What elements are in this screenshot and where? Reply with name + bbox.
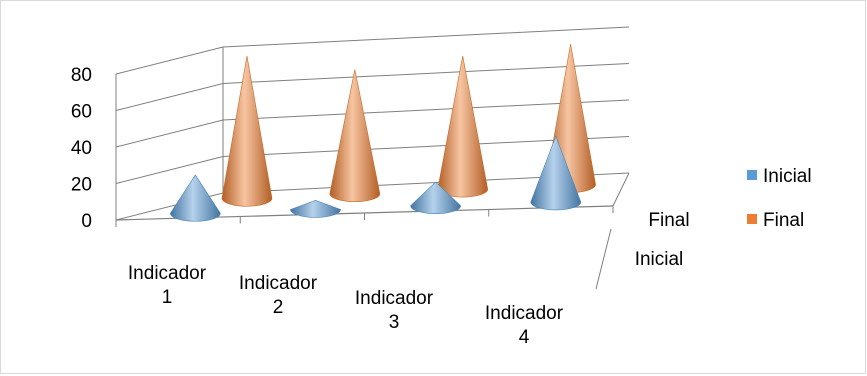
- gridline-80: [115, 26, 630, 75]
- floor-right-edge: [612, 172, 630, 207]
- cone-final-indicador-3: [437, 55, 489, 198]
- cone-final-indicador-1: [221, 55, 273, 207]
- y-tick-label-40: 40: [71, 138, 92, 159]
- depth-axis-line: [595, 228, 612, 290]
- gridline-20: [115, 136, 630, 184]
- depth-axis-labels: Inicial Final: [635, 210, 690, 270]
- depth-label-final: Final: [648, 210, 689, 231]
- cone-inicial-indicador-1: [170, 174, 221, 222]
- category-label-1: Indicador 1: [128, 263, 207, 308]
- y-tick-label-60: 60: [71, 102, 92, 123]
- cone-final-indicador-2: [329, 69, 381, 202]
- data-cones: [170, 43, 596, 222]
- depth-label-inicial: Inicial: [635, 249, 684, 270]
- y-axis-tick-labels: 0 20 40 60 80: [71, 65, 92, 232]
- legend-label-inicial: Inicial: [763, 166, 812, 187]
- legend-swatch-final: [747, 214, 757, 224]
- gridline-60: [115, 63, 630, 111]
- legend: Inicial Final: [747, 166, 812, 231]
- gridline-40: [115, 99, 630, 148]
- x-axis-category-labels: Indicador 1 Indicador 2 Indicador 3 Indicador 4: [128, 263, 564, 348]
- legend-label-final: Final: [763, 210, 804, 231]
- y-tick-label-0: 0: [81, 211, 92, 232]
- category-label-2: Indicador 2: [239, 273, 318, 318]
- cone-inicial-indicador-4: [530, 135, 582, 211]
- category-label-3: Indicador 3: [355, 288, 434, 333]
- y-tick-label-20: 20: [71, 175, 92, 196]
- legend-swatch-inicial: [747, 170, 757, 180]
- cone-inicial-indicador-3: [410, 181, 461, 214]
- cone-inicial-indicador-2: [290, 200, 341, 218]
- category-label-4: Indicador 4: [485, 303, 564, 348]
- y-tick-label-80: 80: [71, 65, 92, 86]
